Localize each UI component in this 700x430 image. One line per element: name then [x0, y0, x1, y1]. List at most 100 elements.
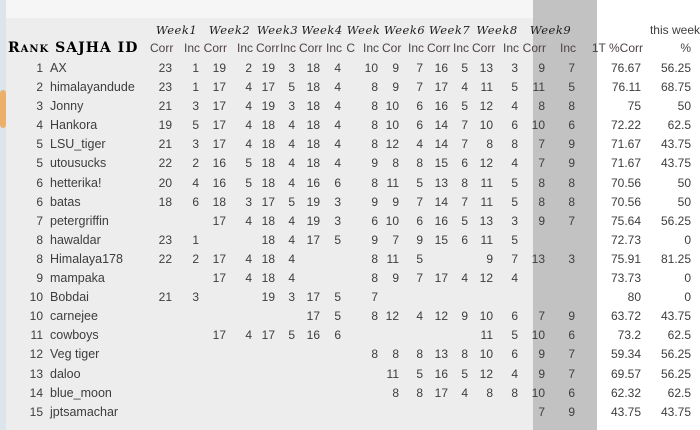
col-header-corr: Corr: [522, 41, 546, 55]
week4-inc-cell: 4: [334, 80, 341, 95]
week2-corr-cell: 17: [212, 99, 226, 114]
week6-corr-cell: 9: [392, 61, 399, 75]
week9-corr-cell: 9: [538, 347, 545, 362]
player-id-cell: jptsamachar: [50, 404, 119, 419]
week1-corr-cell: 20: [158, 175, 172, 190]
player-id-cell: mampaka: [50, 271, 105, 286]
week6-corr-cell: 10: [385, 99, 399, 114]
week-pct-cell: 56.25: [660, 366, 691, 381]
week-pct-cell: 56.25: [660, 61, 691, 75]
week1-inc-cell: 5: [192, 118, 199, 133]
week5-inc-cell: 8: [371, 175, 378, 190]
total-pct-corr-cell: 73.2: [617, 328, 641, 343]
week-header-3: Week3: [256, 23, 299, 37]
week2-inc-cell: 4: [245, 328, 252, 343]
week8-corr-cell: 11: [480, 232, 493, 247]
week-pct-cell: 50: [677, 175, 691, 190]
week1-corr-cell: [150, 384, 176, 403]
week2-corr-cell: 17: [212, 118, 226, 133]
week4-inc-cell: 5: [334, 309, 341, 324]
total-pct-corr-cell: 72.22: [610, 118, 641, 133]
week5-inc-cell: 8: [371, 99, 378, 114]
week-header-2: Week2: [208, 23, 251, 37]
week9-inc-cell: 8: [568, 175, 575, 190]
week3-inc-cell: 4: [288, 156, 295, 171]
rank-cell: 1: [36, 61, 43, 75]
this-week-panel: [597, 0, 700, 430]
week6-inc-cell: 6: [416, 213, 423, 228]
week8-corr-cell: 13: [479, 213, 493, 228]
week7-inc-cell: 8: [461, 347, 468, 362]
rank-cell: 3: [36, 99, 43, 114]
week-pct-cell: 0: [684, 271, 691, 286]
week6-inc-cell: 7: [416, 194, 423, 209]
week8-corr-cell: 11: [480, 175, 493, 190]
week2-inc-cell: [230, 231, 256, 250]
week1-corr-cell: [150, 326, 176, 345]
week7-inc-cell: [452, 288, 472, 307]
week3-corr-cell: 18: [261, 271, 275, 286]
week7-corr-cell: 13: [434, 175, 448, 190]
week1-corr-cell: 21: [158, 137, 172, 152]
total-pct-corr-cell: 62.32: [610, 385, 641, 400]
rank-cell: 5: [36, 156, 43, 171]
week7-inc-cell: 7: [461, 194, 468, 209]
week8-corr-cell: 12: [479, 99, 493, 114]
week5-corr-cell: [345, 212, 358, 231]
week1-inc-cell: 4: [192, 175, 199, 190]
week7-inc-cell: 8: [461, 175, 468, 190]
week5-corr-cell: [345, 78, 358, 97]
week9-inc-cell: [549, 288, 579, 307]
week7-corr-cell: 14: [434, 194, 448, 209]
week6-corr-cell: 8: [392, 347, 399, 362]
week4-corr-cell: [299, 345, 324, 364]
week1-inc-cell: 1: [192, 232, 199, 247]
week5-inc-cell: 9: [371, 194, 378, 209]
player-id-cell: Bobdai: [50, 290, 89, 305]
player-id-cell: utousucks: [50, 156, 107, 171]
week6-corr-cell: 8: [392, 156, 399, 171]
week7-inc-cell: 4: [461, 385, 468, 400]
week1-corr-cell: [150, 307, 176, 326]
week6-corr-cell: [382, 403, 403, 422]
week2-corr-cell: 17: [212, 137, 226, 152]
week1-inc-cell: 3: [192, 137, 199, 152]
week3-corr-cell: [256, 384, 279, 403]
week5-inc-cell: 9: [371, 156, 378, 171]
total-pct-corr-cell: 63.72: [610, 309, 641, 324]
rank-cell: 14: [29, 385, 43, 400]
week1-inc-cell: 1: [192, 61, 199, 75]
total-pct-corr-cell: 76.67: [610, 61, 641, 75]
week7-corr-cell: 13: [434, 347, 448, 362]
col-header-corr: Cor: [382, 41, 402, 55]
week1-inc-cell: [176, 384, 203, 403]
week1-corr-cell: 23: [158, 80, 172, 95]
week9-corr-cell: 7: [538, 137, 545, 152]
week7-corr-cell: 17: [434, 271, 448, 286]
week6-inc-cell: 5: [416, 175, 423, 190]
col-header-inc: Inc: [407, 41, 424, 55]
week9-corr-cell: 7: [538, 404, 545, 419]
week3-corr-cell: 19: [261, 61, 275, 75]
week8-inc-cell: 5: [511, 175, 518, 190]
week3-inc-cell: [279, 345, 299, 364]
week9-inc-cell: 3: [568, 251, 575, 266]
week-pct-cell: 50: [677, 194, 691, 209]
scroll-marker[interactable]: [0, 90, 6, 128]
player-id-cell: petergriffin: [50, 213, 109, 228]
week3-corr-cell: [256, 403, 279, 422]
week3-inc-cell: 3: [288, 61, 295, 75]
week8-corr-cell: 11: [480, 328, 493, 343]
week2-inc-cell: 5: [245, 156, 252, 171]
week4-inc-cell: 3: [334, 194, 341, 209]
col-header-inc: Inc: [325, 41, 342, 55]
player-id-cell: Hankora: [50, 118, 98, 133]
week9-corr-cell: 8: [538, 175, 545, 190]
week7-corr-cell: [427, 326, 452, 345]
week9-corr-cell: 11: [532, 80, 545, 95]
week-pct-cell: 43.75: [660, 309, 691, 324]
week5-inc-cell: 9: [371, 232, 378, 247]
week6-inc-cell: 8: [416, 347, 423, 362]
week2-inc-cell: 4: [245, 80, 252, 95]
week7-corr-cell: 15: [434, 156, 448, 171]
